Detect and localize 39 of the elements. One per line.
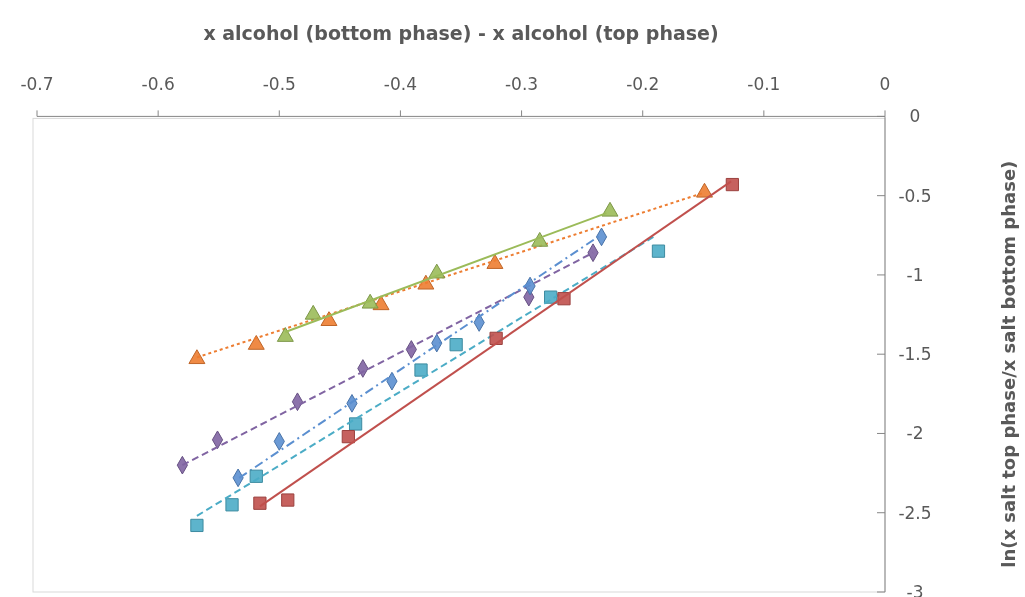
- point: [190, 518, 204, 533]
- point: [348, 417, 363, 431]
- point: [225, 498, 239, 512]
- point: [304, 304, 322, 320]
- point: [188, 349, 206, 365]
- x-tick-label: -0.2: [626, 74, 660, 95]
- x-tick-label: -0.1: [747, 74, 781, 95]
- point: [601, 201, 619, 217]
- point: [247, 334, 265, 350]
- point: [725, 177, 739, 192]
- x-axis-title: x alcohol (bottom phase) - x alcohol (top phase): [203, 22, 719, 44]
- point: [696, 182, 713, 198]
- y-tick-label: -0.5: [898, 185, 932, 206]
- x-tick-label: -0.3: [504, 74, 539, 95]
- y-tick-label: -2: [906, 423, 924, 444]
- point: [276, 327, 294, 342]
- point: [489, 331, 503, 345]
- x-tick-label: 0: [879, 74, 891, 95]
- point: [249, 469, 263, 483]
- point: [253, 496, 267, 510]
- x-tick-label: -0.4: [383, 74, 418, 95]
- point: [281, 493, 295, 507]
- y-tick-label: 0: [909, 106, 921, 127]
- y-tick-label: -1.5: [898, 344, 932, 365]
- x-tick-label: -0.6: [141, 74, 175, 95]
- point: [341, 430, 355, 444]
- x-tick-label: -0.5: [262, 74, 296, 95]
- y-tick-label: -1: [906, 264, 924, 285]
- point: [414, 363, 428, 377]
- point: [651, 244, 666, 258]
- y-tick-label: -2.5: [898, 502, 932, 523]
- y-axis-title: ln(x salt top phase/x salt bottom phase): [998, 160, 1019, 568]
- point: [449, 338, 463, 352]
- point: [486, 254, 504, 269]
- point: [428, 263, 446, 279]
- point: [320, 311, 338, 327]
- point: [531, 231, 549, 247]
- x-tick-label: -0.7: [20, 74, 54, 95]
- point: [361, 293, 379, 309]
